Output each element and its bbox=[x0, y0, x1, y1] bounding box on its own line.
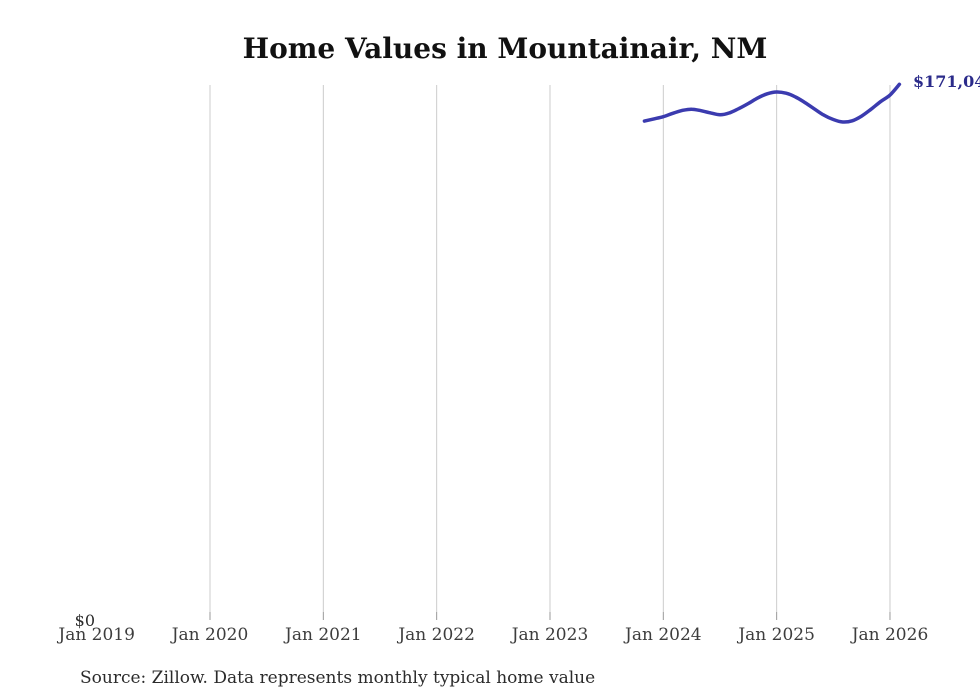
x-axis-label: Jan 2021 bbox=[283, 625, 362, 645]
y-axis-zero-label: $0 bbox=[75, 611, 95, 630]
x-axis-label: Jan 2026 bbox=[850, 625, 929, 645]
x-axis-label: Jan 2019 bbox=[56, 625, 135, 645]
chart-title: Home Values in Mountainair, NM bbox=[243, 32, 768, 65]
x-axis-label: Jan 2023 bbox=[510, 625, 589, 645]
x-axis-label: Jan 2020 bbox=[170, 625, 249, 645]
x-axis-label: Jan 2025 bbox=[736, 625, 815, 645]
x-axis-label: Jan 2022 bbox=[396, 625, 475, 645]
x-axis-label: Jan 2024 bbox=[623, 625, 702, 645]
year-gridlines bbox=[209, 85, 891, 612]
x-axis-labels: Jan 2019 Jan 2020 Jan 2021 Jan 2022 Jan 2023… bbox=[56, 625, 928, 645]
x-axis-ticks bbox=[209, 612, 891, 620]
home-value-line bbox=[642, 82, 902, 124]
end-value-label: $171,044 bbox=[913, 72, 980, 91]
source-note: Source: Zillow. Data represents monthly … bbox=[80, 668, 595, 688]
